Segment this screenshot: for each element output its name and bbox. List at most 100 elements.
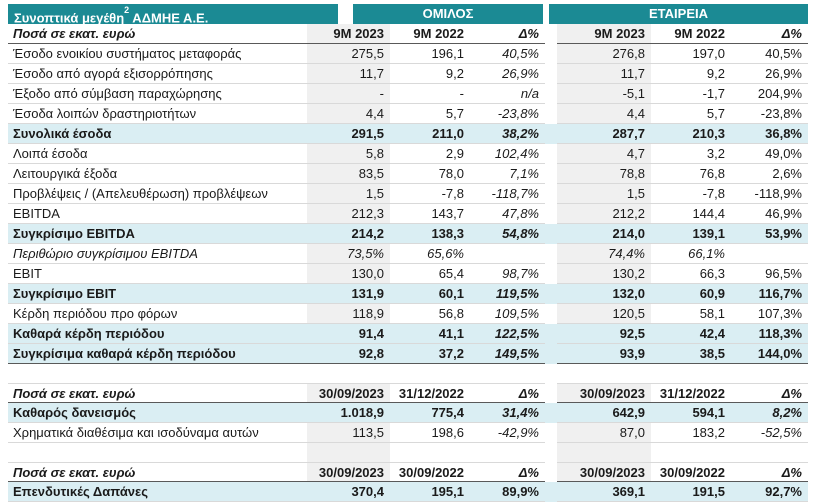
column-spacer (545, 482, 557, 502)
cell-value: 92,7% (731, 482, 808, 502)
table-row: EBIT 130,0 65,4 98,7% 130,2 66,3 96,5% (8, 264, 808, 284)
table-row: Προβλέψεις / (Απελευθέρωση) προβλέψεων 1,… (8, 184, 808, 204)
column-header: 9M 2022 (390, 24, 470, 44)
row-label: Επενδυτικές Δαπάνες (8, 482, 307, 502)
cell-value: 275,5 (307, 44, 390, 64)
cell-value: 119,5% (470, 284, 545, 304)
column-header: 31/12/2022 (390, 383, 470, 403)
cell-value: 204,9% (731, 84, 808, 104)
table-gap (8, 364, 808, 383)
cell-value: 4,4 (307, 104, 390, 124)
cell-value: 92,5 (557, 324, 651, 344)
banner-row: Συνοπτικά μεγέθη2 ΑΔΜΗΕ Α.Ε. ΟΜΙΛΟΣ ΕΤΑΙ… (8, 4, 808, 24)
column-header: 9M 2022 (651, 24, 731, 44)
cell-value: 42,4 (651, 324, 731, 344)
column-spacer (545, 423, 557, 443)
column-spacer (545, 383, 557, 403)
table-total-row: Συνολικά έσοδα 291,5 211,0 38,2% 287,7 210,3 3… (8, 124, 808, 144)
table-total-row: Συγκρίσιμο EBITDA 214,2 138,3 54,8% 214,0 139… (8, 224, 808, 244)
cell-value: 26,9% (470, 64, 545, 84)
gap-cell (8, 443, 307, 462)
table-gap-shaded (8, 443, 808, 462)
column-header: Δ% (470, 24, 545, 44)
cell-value (731, 244, 808, 264)
table-row: Λοιπά έσοδα 5,8 2,9 102,4% 4,7 3,2 49,0% (8, 144, 808, 164)
cell-value: - (390, 84, 470, 104)
cell-value: 130,2 (557, 264, 651, 284)
cell-value: 149,5% (470, 344, 545, 364)
group-header-omilos: ΟΜΙΛΟΣ (353, 4, 543, 24)
cell-value: 78,8 (557, 164, 651, 184)
cell-value: 109,5% (470, 304, 545, 324)
row-label: Έσοδα λοιπών δραστηριοτήτων (8, 104, 307, 124)
cell-value: 47,8% (470, 204, 545, 224)
cell-value: 130,0 (307, 264, 390, 284)
cell-value: 38,2% (470, 124, 545, 144)
cell-value: -118,7% (470, 184, 545, 204)
cell-value: 642,9 (557, 403, 651, 423)
row-label: EBIT (8, 264, 307, 284)
cell-value: 38,5 (651, 344, 731, 364)
cell-value: 37,2 (390, 344, 470, 364)
column-spacer (545, 144, 557, 164)
cell-value: 107,3% (731, 304, 808, 324)
table-header-row: Ποσά σε εκατ. ευρώ 30/09/2023 30/09/2022 Δ%… (8, 462, 808, 482)
cell-value: 41,1 (390, 324, 470, 344)
cell-value: 2,9 (390, 144, 470, 164)
column-spacer (545, 64, 557, 84)
cell-value: 197,0 (651, 44, 731, 64)
report-title: Συνοπτικά μεγέθη2 ΑΔΜΗΕ Α.Ε. (8, 4, 338, 24)
row-label: Καθαρός δανεισμός (8, 403, 307, 423)
table-row: Περιθώριο συγκρίσιμου EBITDA 73,5% 65,6% 74… (8, 244, 808, 264)
cell-value: 78,0 (390, 164, 470, 184)
column-header: 31/12/2022 (651, 383, 731, 403)
row-label: Συγκρίσιμα καθαρά κέρδη περιόδου (8, 344, 307, 364)
banner-gap (543, 4, 549, 24)
cell-value: 191,5 (651, 482, 731, 502)
cell-value: 4,7 (557, 144, 651, 164)
cell-value: 46,9% (731, 204, 808, 224)
group-header-etaireia: ΕΤΑΙΡΕΙΑ (549, 4, 808, 24)
cell-value: 87,0 (557, 423, 651, 443)
cell-value: 31,4% (470, 403, 545, 423)
cell-value: 1.018,9 (307, 403, 390, 423)
cell-value: 116,7% (731, 284, 808, 304)
column-header: Δ% (470, 383, 545, 403)
cell-value: 65,4 (390, 264, 470, 284)
table-header-row: Ποσά σε εκατ. ευρώ 30/09/2023 31/12/2022 Δ%… (8, 383, 808, 403)
cell-value: 138,3 (390, 224, 470, 244)
cell-value: 9,2 (390, 64, 470, 84)
cell-value: 370,4 (307, 482, 390, 502)
cell-value: 73,5% (307, 244, 390, 264)
gap-cell (731, 443, 808, 462)
cell-value: -42,9% (470, 423, 545, 443)
cell-value: 198,6 (390, 423, 470, 443)
cell-value: 58,1 (651, 304, 731, 324)
cell-value: 91,4 (307, 324, 390, 344)
row-label: Κέρδη περιόδου προ φόρων (8, 304, 307, 324)
gap-cell-shaded (307, 443, 390, 462)
cell-value: - (307, 84, 390, 104)
column-spacer (545, 84, 557, 104)
cell-value: 5,7 (390, 104, 470, 124)
cell-value: 594,1 (651, 403, 731, 423)
cell-value: 11,7 (307, 64, 390, 84)
cell-value: 287,7 (557, 124, 651, 144)
table-header-row: Ποσά σε εκατ. ευρώ 9M 2023 9M 2022 Δ% 9M 202… (8, 24, 808, 44)
cell-value: 210,3 (651, 124, 731, 144)
column-spacer (545, 24, 557, 44)
banner-gap (338, 4, 353, 24)
column-header: Δ% (731, 24, 808, 44)
cell-value: -52,5% (731, 423, 808, 443)
row-label: Λειτουργικά έξοδα (8, 164, 307, 184)
cell-value: 53,9% (731, 224, 808, 244)
report-title-company: ΑΔΜΗΕ Α.Ε. (129, 10, 209, 24)
table-row: Κέρδη περιόδου προ φόρων 118,9 56,8 109,5% 1… (8, 304, 808, 324)
cell-value: 96,5% (731, 264, 808, 284)
cell-value: 66,3 (651, 264, 731, 284)
column-header: 30/09/2023 (557, 462, 651, 482)
column-header: 30/09/2023 (307, 383, 390, 403)
cell-value: 143,7 (390, 204, 470, 224)
column-spacer (545, 304, 557, 324)
cell-value: 113,5 (307, 423, 390, 443)
